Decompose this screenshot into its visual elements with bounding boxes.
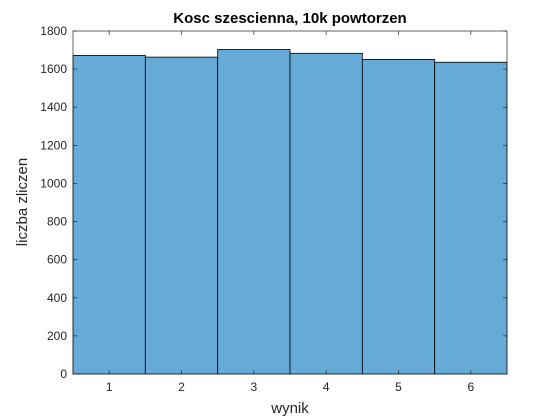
y-tick-label: 600 <box>47 253 67 267</box>
y-axis-label: liczba zliczen <box>14 158 31 246</box>
y-tick-label: 1400 <box>40 100 67 114</box>
ticks-group: 1 2 3 4 5 6 0 200 400 600 800 1000 1200 1400 1600 1800 <box>40 24 507 394</box>
y-tick-label: 1800 <box>40 24 67 38</box>
x-tick-label: 6 <box>467 380 474 394</box>
y-tick-label: 200 <box>47 329 67 343</box>
x-tick-label: 3 <box>250 380 257 394</box>
bars-group <box>72 49 508 375</box>
axes-group <box>72 30 508 375</box>
x-tick-label: 2 <box>178 380 185 394</box>
chart-title: Kosc szescienna, 10k powtorzen <box>173 10 406 27</box>
y-tick-label: 800 <box>47 215 67 229</box>
y-tick-label: 1600 <box>40 62 67 76</box>
bar-2 <box>144 56 219 375</box>
x-tick-label: 5 <box>395 380 402 394</box>
x-axis-label: wynik <box>270 400 309 417</box>
bar-4 <box>289 52 363 375</box>
bar-3 <box>217 49 291 375</box>
bar-6 <box>434 61 508 375</box>
axes-box <box>72 30 508 375</box>
x-tick-label: 4 <box>323 380 330 394</box>
bar-5 <box>361 58 436 375</box>
y-tick-label: 0 <box>60 367 67 381</box>
y-tick-label: 1000 <box>40 176 67 190</box>
y-tick-label: 400 <box>47 291 67 305</box>
x-tick-label: 1 <box>106 380 113 394</box>
y-tick-label: 1200 <box>40 138 67 152</box>
bar-1 <box>72 54 146 375</box>
